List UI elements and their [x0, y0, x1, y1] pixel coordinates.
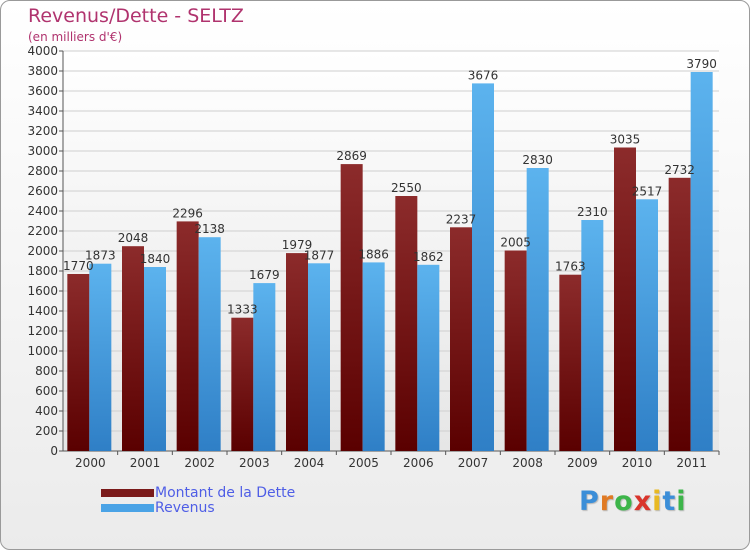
y-tick-label: 600 [35, 384, 58, 398]
data-label-debt: 2237 [446, 212, 477, 226]
x-tick-label: 2005 [348, 456, 379, 470]
data-label-revenue: 3790 [686, 57, 717, 71]
legend-label-debt: Montant de la Dette [155, 485, 296, 501]
logo-letter: t [662, 486, 677, 517]
y-tick-label: 3000 [27, 144, 58, 158]
y-tick-label: 2400 [27, 204, 58, 218]
y-tick-label: 2000 [27, 244, 58, 258]
logo-letter: i [676, 486, 687, 517]
y-tick-label: 200 [35, 424, 58, 438]
bar-revenue [417, 264, 440, 451]
logo-letter: x [633, 486, 653, 517]
data-label-debt: 1979 [282, 238, 313, 252]
y-tick-label: 3400 [27, 104, 58, 118]
bar-revenue [308, 263, 330, 451]
y-tick-label: 3200 [27, 124, 58, 138]
x-tick-label: 2008 [512, 456, 543, 470]
bar-debt [67, 274, 90, 451]
data-label-revenue: 2138 [194, 222, 225, 236]
x-tick-label: 2010 [622, 456, 653, 470]
data-label-revenue: 1873 [85, 249, 116, 263]
data-label-debt: 2048 [118, 231, 149, 245]
data-label-revenue: 1679 [249, 268, 280, 282]
proxiti-logo: Proxiti [579, 486, 687, 517]
data-label-debt: 1763 [555, 260, 586, 274]
data-label-debt: 2550 [391, 181, 422, 195]
y-tick-label: 1200 [27, 324, 58, 338]
logo-letter: o [614, 486, 634, 517]
bar-revenue [581, 220, 604, 451]
bar-revenue [253, 283, 276, 451]
data-label-revenue: 1877 [304, 248, 335, 262]
legend-label-revenue: Revenus [155, 500, 215, 516]
chart-subtitle: (en milliers d'€) [28, 30, 123, 44]
x-tick-label: 2003 [239, 456, 270, 470]
data-label-debt: 2296 [172, 206, 203, 220]
y-tick-label: 1800 [27, 264, 58, 278]
bar-revenue [144, 267, 166, 451]
bar-debt [450, 227, 472, 451]
data-label-revenue: 1840 [140, 252, 171, 266]
logo-letter: i [652, 486, 663, 517]
y-tick-label: 4000 [27, 44, 58, 58]
data-label-revenue: 1862 [413, 250, 444, 264]
y-tick-label: 1000 [27, 344, 58, 358]
data-label-debt: 2005 [500, 236, 531, 250]
bar-debt [668, 177, 691, 452]
bar-debt [122, 246, 144, 451]
x-tick-label: 2002 [184, 456, 215, 470]
data-label-revenue: 2830 [522, 153, 553, 167]
y-tick-label: 2200 [27, 224, 58, 238]
y-tick-label: 800 [35, 364, 58, 378]
x-tick-label: 2009 [567, 456, 598, 470]
chart-title: Revenus/Dette - SELTZ [28, 5, 244, 27]
data-label-revenue: 2310 [577, 205, 608, 219]
y-tick-label: 3800 [27, 64, 58, 78]
bar-debt [176, 221, 199, 451]
logo-letter: P [579, 486, 600, 517]
y-tick-label: 0 [50, 444, 58, 458]
bar-debt [504, 250, 527, 451]
data-label-debt: 2732 [664, 163, 695, 177]
bar-debt [286, 253, 308, 451]
y-tick-label: 3600 [27, 84, 58, 98]
bar-debt [231, 317, 254, 451]
x-tick-label: 2000 [75, 456, 106, 470]
y-tick-label: 2600 [27, 184, 58, 198]
x-tick-label: 2007 [458, 456, 489, 470]
logo-letter: r [599, 486, 615, 517]
y-tick-label: 2800 [27, 164, 58, 178]
x-tick-label: 2001 [130, 456, 161, 470]
data-label-debt: 1770 [63, 259, 94, 273]
bar-revenue [636, 199, 658, 451]
bar-debt [395, 196, 418, 451]
bar-revenue [690, 72, 713, 451]
bar-revenue [362, 262, 385, 451]
bar-revenue [472, 83, 494, 452]
bar-debt [340, 164, 363, 451]
x-tick-label: 2006 [403, 456, 434, 470]
data-label-revenue: 3676 [468, 68, 499, 82]
y-tick-label: 1400 [27, 304, 58, 318]
x-tick-label: 2011 [676, 456, 707, 470]
data-label-revenue: 1886 [358, 247, 389, 261]
bar-revenue [89, 263, 112, 451]
bar-revenue [526, 168, 549, 451]
data-label-revenue: 2517 [632, 184, 663, 198]
bar-debt [559, 274, 582, 451]
y-tick-label: 400 [35, 404, 58, 418]
legend-swatch-debt [101, 489, 154, 497]
bar-revenue [198, 237, 221, 451]
legend-swatch-revenue [101, 504, 154, 512]
y-tick-label: 1600 [27, 284, 58, 298]
data-label-debt: 2869 [336, 149, 367, 163]
data-label-debt: 1333 [227, 303, 258, 317]
x-tick-label: 2004 [294, 456, 325, 470]
data-label-debt: 3035 [610, 133, 641, 147]
bar-debt [614, 147, 636, 451]
